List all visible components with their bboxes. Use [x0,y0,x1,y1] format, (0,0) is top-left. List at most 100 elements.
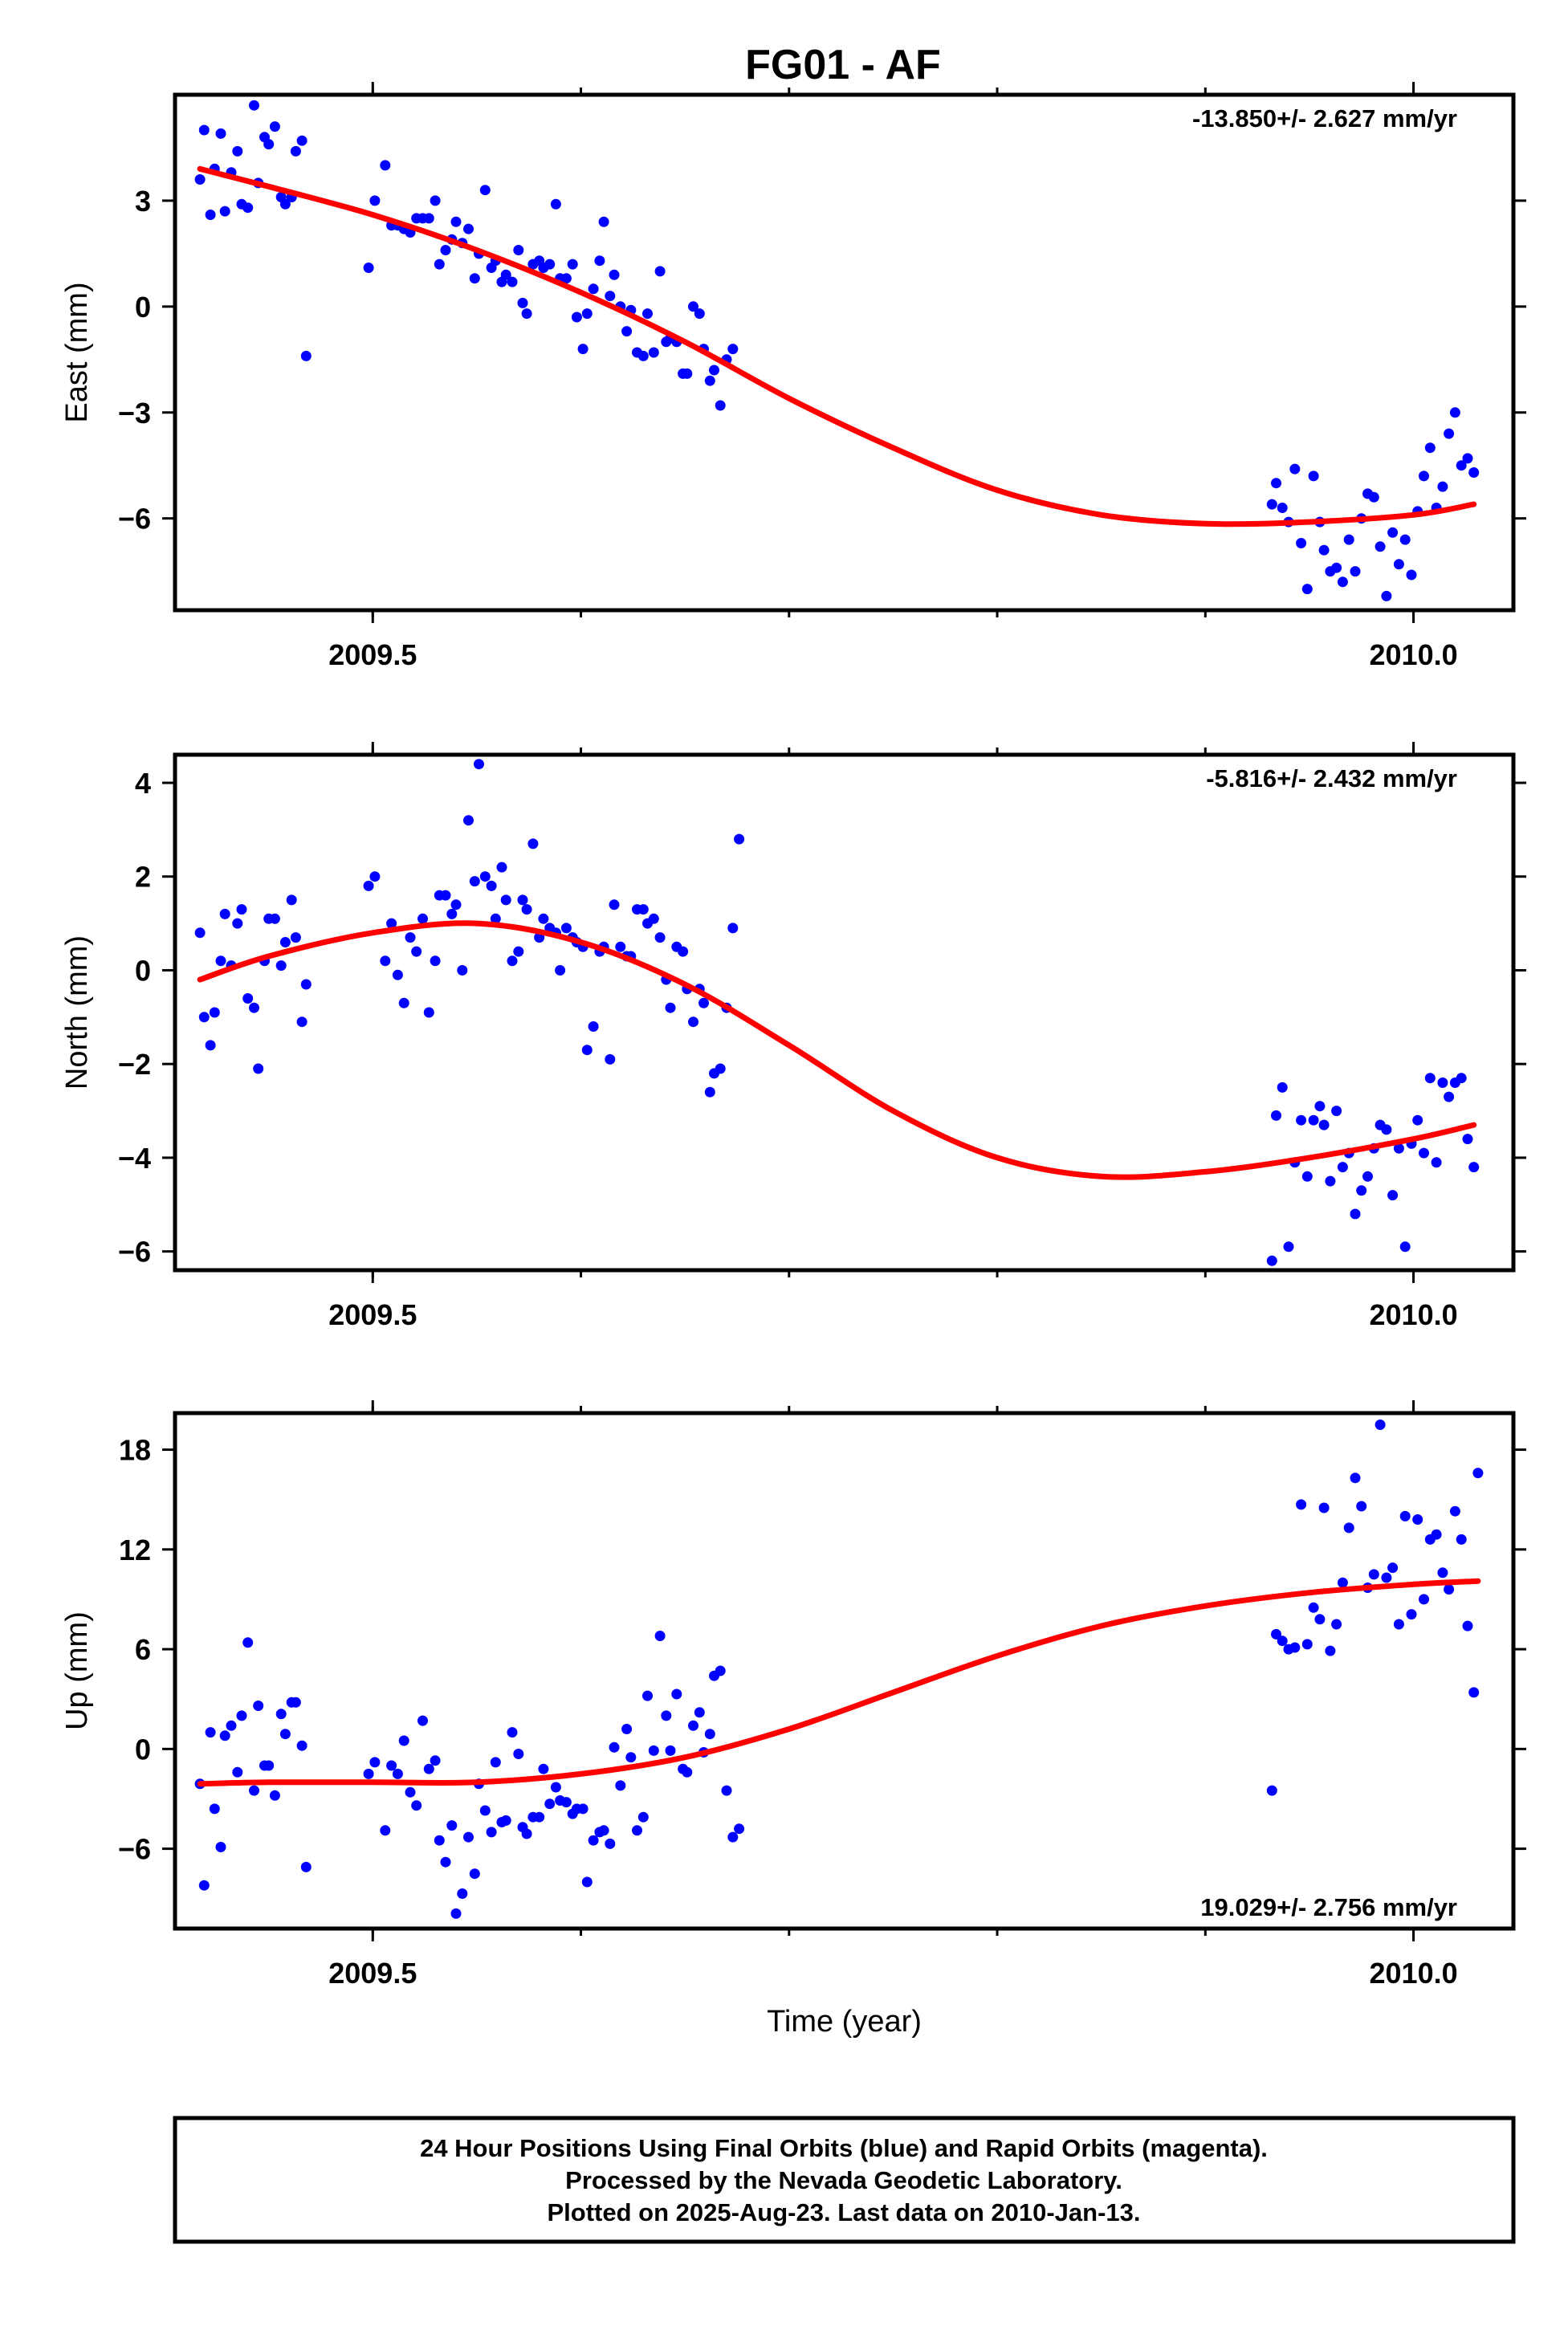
up-data-point [1337,1577,1348,1588]
north-data-point [615,941,626,952]
north-data-point [253,1063,264,1074]
north-data-point [637,904,649,915]
up-data-point [1468,1687,1480,1698]
north-data-point [209,1007,220,1018]
up-data-point [665,1745,676,1756]
east-data-point [1419,470,1429,482]
north-rate-label: -5.816+/- 2.432 mm/yr [1206,764,1457,792]
up-data-point [642,1690,653,1701]
east-data-point [263,139,275,150]
east-data-point [1331,562,1342,573]
north-data-point [296,1016,307,1028]
north-data-point [715,1063,726,1074]
north-data-point [242,993,254,1004]
east-data-point [232,145,243,157]
chart-title: FG01 - AF [745,42,941,88]
east-data-point [654,266,666,277]
up-data-point [417,1715,428,1726]
east-data-point [1468,467,1480,478]
up-data-point [205,1727,216,1738]
east-panel: 2009.5 2010.0 −6 −3 0 3 East (mm) -13.850+/- 2.… [60,82,1526,671]
north-data-point [1277,1081,1288,1093]
up-data-point [411,1800,422,1811]
east-data-point [380,160,391,171]
east-y-tick-label: −3 [118,397,151,430]
up-panel: 2009.5 2010.0 −6 0 6 12 18 Up (mm) 19.029+/- 2.7… [60,1400,1526,2039]
up-data-point [654,1631,666,1641]
east-data-point [194,174,206,185]
east-data-point [598,216,609,227]
up-data-point [1277,1635,1288,1647]
up-y-tick-label: −6 [118,1833,151,1866]
east-data-point [621,326,633,337]
up-data-point [398,1735,409,1746]
east-data-point [688,301,698,312]
north-data-point [496,862,507,873]
east-data-point [513,245,524,255]
east-data-point [571,312,582,323]
up-trend-line [197,1578,1481,1787]
up-data-point [279,1729,291,1740]
up-x-tick-label: 2009.5 [328,1957,417,1990]
up-data-point [490,1757,501,1768]
east-data-point [1393,559,1404,570]
up-data-point [463,1831,474,1843]
up-data-point [715,1665,726,1676]
up-data-point [1419,1594,1429,1605]
north-data-point [369,871,381,882]
north-data-point [688,1016,698,1028]
north-data-point [609,899,620,910]
north-data-point [1283,1241,1294,1253]
north-data-point [269,913,280,924]
up-data-point [1431,1529,1442,1540]
north-data-point [440,890,451,901]
up-data-point [500,1815,511,1826]
east-data-point [544,259,556,270]
north-data-point [1381,1124,1392,1135]
up-data-point [1393,1619,1404,1630]
up-data-point [577,1803,589,1815]
up-data-point [446,1820,458,1831]
east-data-point [1462,453,1473,464]
up-data-point [1289,1642,1301,1653]
up-data-point [727,1831,739,1843]
north-data-point [463,815,474,826]
north-data-point [1314,1101,1326,1112]
north-data-point [1456,1073,1467,1084]
east-data-point [507,276,518,287]
north-data-point [555,965,566,976]
north-y-tick-label: −6 [118,1236,151,1269]
east-data-point [1289,463,1301,475]
up-data-point [704,1729,715,1740]
north-trend-line [197,920,1477,1180]
north-data-point [605,1053,616,1065]
north-data-point [290,932,301,943]
up-data-point [1456,1534,1467,1545]
east-data-point [479,185,491,196]
east-data-point [1399,534,1411,545]
up-data-point [423,1763,434,1774]
east-data-point [430,195,441,206]
east-data-point [1266,499,1277,510]
up-data-point [457,1888,468,1899]
east-data-point [1387,527,1399,538]
up-data-point [440,1856,451,1868]
up-data-point [550,1782,561,1793]
east-data-point [727,344,739,355]
up-rate-label: 19.029+/- 2.756 mm/yr [1200,1893,1457,1921]
north-y-tick-label: 2 [135,861,151,894]
up-data-point [507,1727,518,1738]
north-data-point [486,880,497,891]
east-data-point [704,375,715,386]
up-data-point [513,1749,524,1759]
up-data-point [682,1766,693,1778]
up-data-point [648,1745,659,1756]
north-data-point [236,904,247,915]
east-data-point [550,198,561,210]
up-y-tick-label: 18 [119,1434,151,1467]
east-data-point [369,195,381,206]
north-data-point [469,876,480,887]
north-data-point [1318,1119,1330,1130]
north-data-point [423,1007,434,1018]
north-data-point [1331,1106,1342,1117]
